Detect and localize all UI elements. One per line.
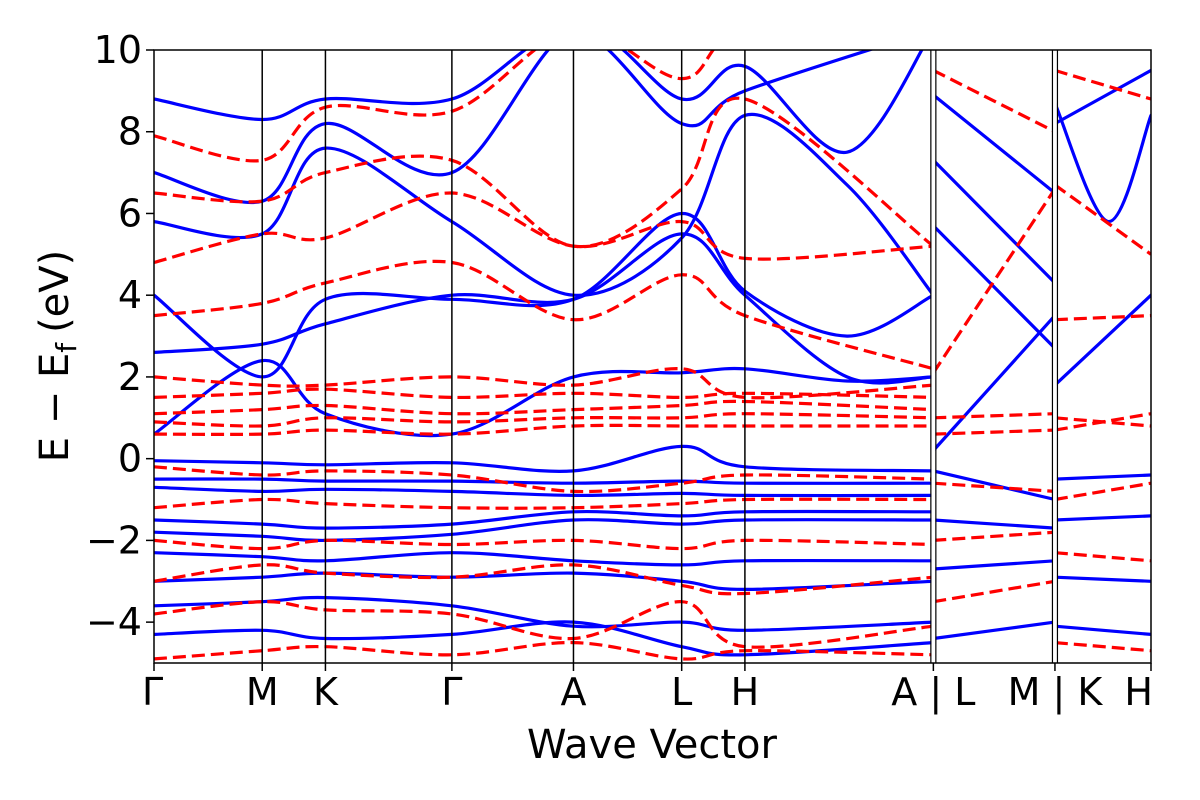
solid-band-28 (1053, 575, 1151, 583)
x-tick-label-7: A | L (891, 670, 975, 715)
y-tick-label-7: 10 (94, 28, 142, 72)
x-axis-label: Wave Vector (527, 722, 778, 768)
x-tick-label-5: L (671, 670, 692, 714)
plot-frame (153, 49, 1152, 664)
dashed-band-28 (1054, 551, 1151, 563)
dashed-band-18 (933, 428, 1055, 436)
x-tick-label-8: M | K (1008, 670, 1104, 715)
dashed-band-21 (933, 579, 1056, 604)
symmetry-lines (261, 50, 1059, 663)
dashed-band-23 (1053, 183, 1151, 256)
y-tick-label-5: 6 (118, 191, 142, 235)
dashed-band-19 (933, 481, 1056, 493)
dashed-band-22 (1054, 68, 1151, 101)
solid-band-26 (1053, 473, 1151, 481)
dashed-band-17 (933, 412, 1055, 420)
y-tick-label-3: 2 (118, 355, 142, 399)
dashed-band-15 (932, 188, 1057, 374)
y-axis-label-unit: (eV) (32, 250, 78, 333)
dashed-band-24 (1054, 314, 1151, 322)
solid-band-22 (931, 620, 1057, 641)
y-tick-label-4: 4 (118, 273, 142, 317)
solid-band-19 (931, 469, 1057, 502)
x-tick-label-9: H (1124, 670, 1153, 714)
dashed-band-8 (154, 50, 716, 163)
dashed-band-7 (154, 96, 935, 249)
solid-band-18 (931, 93, 1057, 195)
dashed-band-27 (1054, 481, 1151, 502)
y-tick-label-0: −4 (86, 600, 142, 644)
x-tick-label-2: K (313, 670, 339, 714)
solid-band-23 (1053, 293, 1151, 387)
y-axis-label-subscript: f (50, 342, 83, 353)
y-tick-label-6: 8 (118, 110, 142, 154)
solid-band-20 (931, 518, 1057, 530)
x-tick-label-0: Γ (142, 670, 163, 714)
dashed-band-16 (932, 68, 1056, 134)
x-tick-label-4: A (560, 670, 586, 714)
dashed-band-29 (1054, 641, 1151, 653)
x-tick-label-3: Γ (441, 670, 462, 714)
x-tick-label-6: H (731, 670, 760, 714)
solid-band-17 (931, 158, 1057, 285)
solid-band-16 (931, 224, 1057, 350)
y-axis: −4 −2 0 2 4 6 8 10 (86, 28, 154, 644)
dashed-band-26 (1054, 412, 1151, 432)
solid-band-15 (931, 314, 1057, 453)
solid-band-21 (931, 559, 1057, 571)
solid-band-27 (1053, 514, 1151, 522)
solid-band-25 (1053, 68, 1151, 126)
y-axis-label: E − Ef (eV) (32, 250, 83, 463)
solid-band-13 (154, 50, 924, 205)
y-tick-label-1: −2 (86, 518, 142, 562)
solid-band-29 (1053, 624, 1151, 636)
dashed-band-20 (933, 530, 1056, 542)
x-tick-label-1: M (246, 670, 279, 714)
y-tick-label-2: 0 (118, 437, 142, 481)
y-axis-label-main: E − E (32, 353, 78, 463)
